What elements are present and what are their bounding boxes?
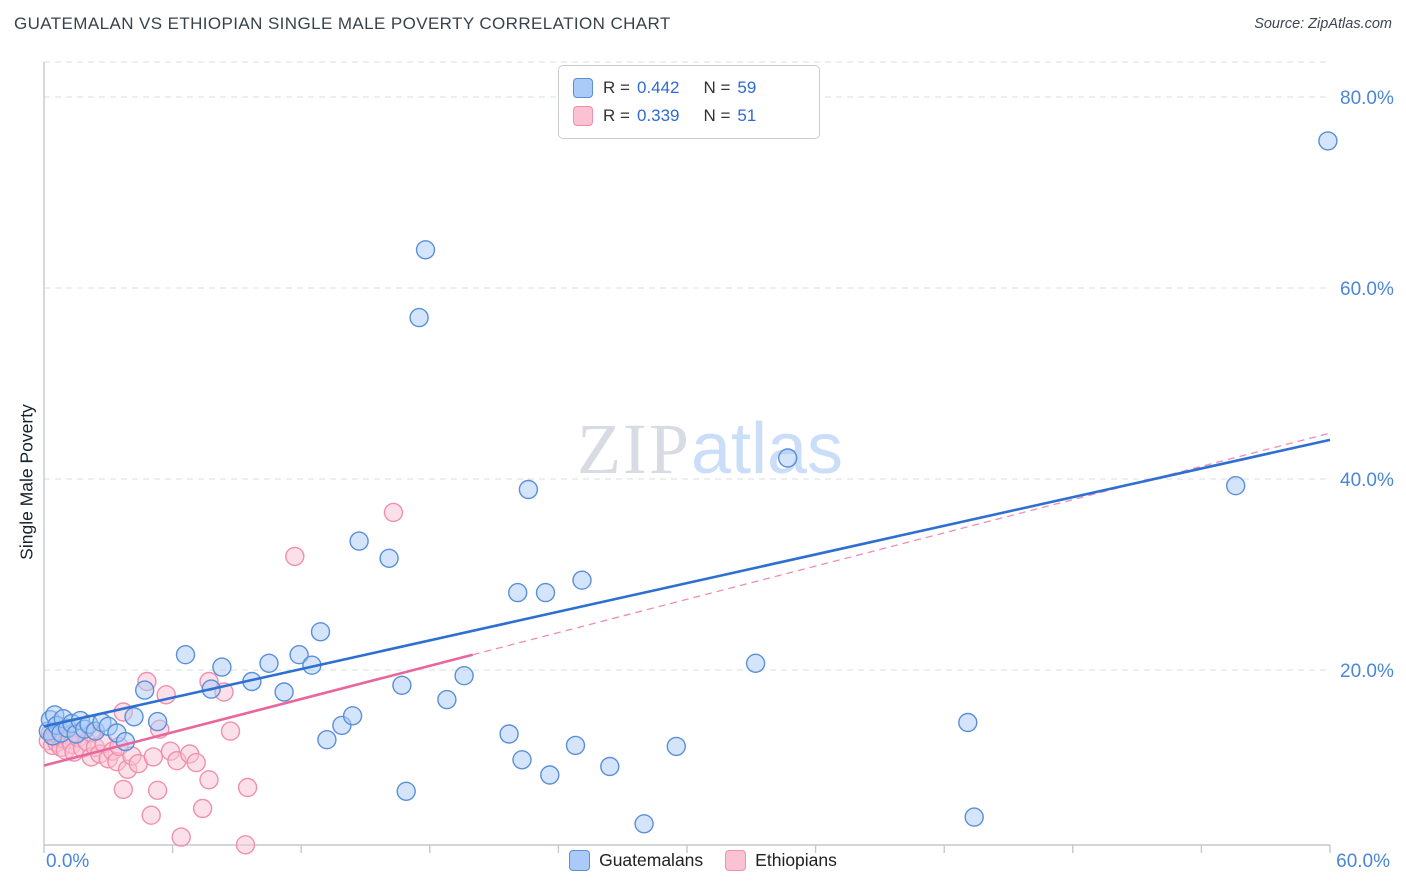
series-legend: Guatemalans Ethiopians: [0, 850, 1406, 871]
data-point-guatemalans: [540, 765, 560, 785]
y-tick-label: 20.0%: [1340, 661, 1394, 682]
data-point-guatemalans: [289, 645, 309, 665]
trend-line-ethiopians: [43, 653, 473, 767]
data-point-guatemalans: [274, 682, 294, 702]
data-point-guatemalans: [508, 582, 528, 603]
y-tick-label: 60.0%: [1340, 279, 1394, 300]
y-axis-title: Single Male Poverty: [16, 404, 37, 560]
data-point-guatemalans: [958, 712, 978, 733]
y-tick-label: 40.0%: [1340, 470, 1394, 491]
n-label: N =: [703, 78, 731, 97]
data-point-ethiopians: [220, 721, 241, 741]
data-point-guatemalans: [666, 736, 686, 757]
n-label: N =: [703, 106, 731, 125]
data-point-guatemalans: [437, 689, 457, 710]
data-point-guatemalans: [600, 756, 620, 777]
guatemalans-legend-label: Guatemalans: [599, 850, 704, 870]
r-value: 0.339: [636, 106, 680, 125]
data-point-ethiopians: [113, 779, 134, 800]
legend-item-guatemalans: Guatemalans: [569, 850, 703, 871]
data-point-guatemalans: [392, 675, 412, 695]
legend-row-ethiopians: R = 0.339 N = 51: [573, 102, 805, 130]
guatemalans-legend-swatch: [569, 850, 591, 871]
data-point-guatemalans: [310, 622, 331, 642]
data-point-guatemalans: [134, 680, 155, 700]
trend-extension-ethiopians: [472, 432, 1331, 656]
data-point-guatemalans: [124, 707, 144, 727]
data-point-ethiopians: [199, 770, 219, 790]
x-axis-min-label: 0.0%: [46, 851, 90, 872]
y-tick-label: 80.0%: [1340, 88, 1394, 109]
page-title: GUATEMALAN VS ETHIOPIAN SINGLE MALE POVE…: [14, 14, 671, 33]
trend-line-guatemalans: [43, 438, 1331, 728]
x-axis-max-label: 60.0%: [1336, 851, 1390, 872]
data-point-ethiopians: [186, 752, 206, 773]
correlation-legend-box: R = 0.442 N = 59 R = 0.339 N = 51: [558, 65, 820, 139]
ethiopians-swatch: [573, 106, 593, 126]
data-point-guatemalans: [572, 570, 592, 590]
data-point-guatemalans: [396, 781, 416, 801]
ethiopians-legend-label: Ethiopians: [755, 850, 837, 870]
data-point-guatemalans: [147, 711, 168, 732]
data-point-guatemalans: [634, 814, 654, 834]
data-point-guatemalans: [212, 657, 232, 677]
r-label: R =: [603, 106, 630, 125]
n-value: 51: [737, 106, 757, 125]
data-point-guatemalans: [454, 666, 474, 686]
data-point-guatemalans: [499, 724, 519, 744]
n-value: 59: [737, 78, 757, 97]
legend-item-ethiopians: Ethiopians: [725, 850, 837, 871]
data-point-guatemalans: [778, 448, 798, 468]
data-point-guatemalans: [745, 653, 766, 673]
data-point-ethiopians: [237, 777, 258, 798]
data-point-guatemalans: [379, 548, 399, 568]
data-point-guatemalans: [512, 750, 532, 770]
data-point-ethiopians: [143, 747, 164, 767]
data-point-guatemalans: [175, 645, 196, 665]
data-point-guatemalans: [518, 479, 539, 500]
data-point-ethiopians: [171, 827, 191, 847]
data-point-guatemalans: [1318, 131, 1338, 151]
source-attribution: Source: ZipAtlas.com: [1254, 16, 1392, 32]
data-point-ethiopians: [383, 502, 404, 523]
data-point-ethiopians: [141, 805, 161, 825]
r-value: 0.442: [636, 78, 680, 97]
data-point-ethiopians: [147, 780, 168, 800]
data-point-guatemalans: [342, 706, 363, 726]
guatemalans-swatch: [573, 78, 593, 98]
data-point-guatemalans: [415, 240, 436, 260]
ethiopians-legend-swatch: [725, 850, 747, 871]
data-point-guatemalans: [349, 531, 369, 551]
data-point-guatemalans: [535, 582, 556, 603]
data-point-guatemalans: [259, 653, 279, 673]
data-point-guatemalans: [409, 307, 429, 328]
data-point-ethiopians: [192, 798, 213, 819]
data-point-guatemalans: [964, 807, 984, 827]
legend-row-guatemalans: R = 0.442 N = 59: [573, 74, 805, 102]
r-label: R =: [603, 78, 630, 97]
data-point-ethiopians: [235, 835, 256, 855]
data-point-ethiopians: [285, 546, 305, 567]
data-point-guatemalans: [1225, 476, 1246, 496]
data-point-guatemalans: [317, 730, 337, 750]
data-point-guatemalans: [565, 735, 586, 756]
